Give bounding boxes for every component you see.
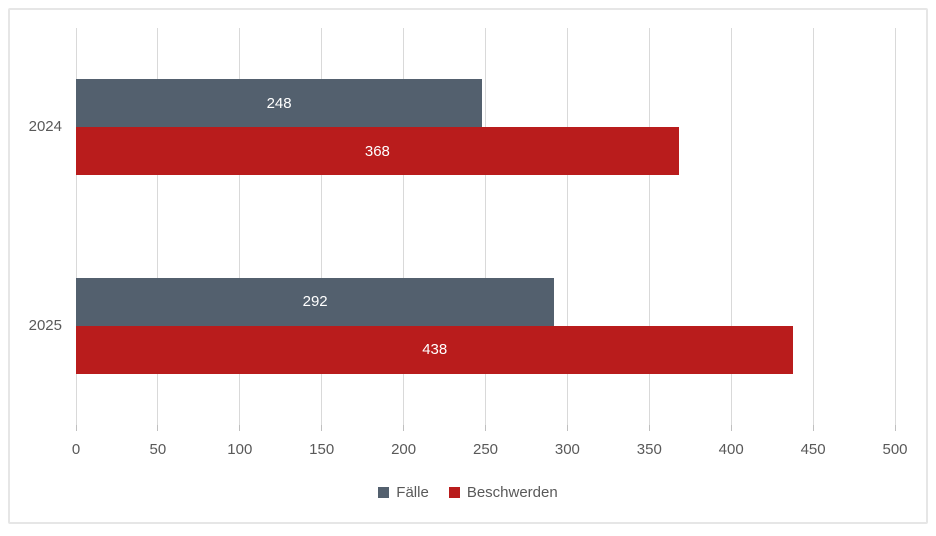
x-tick-mark-50: [157, 425, 159, 431]
x-tick-label-300: 300: [554, 441, 580, 458]
legend-item-beschwerden: Beschwerden: [448, 483, 558, 501]
category-label-2024: 2024: [28, 118, 62, 136]
x-tick-label-250: 250: [472, 441, 499, 458]
x-axis: 0 50 100 150 200 250 300 350 400 450 500: [72, 425, 908, 471]
gridline-x-250: [485, 28, 486, 425]
x-tick-label-400: 400: [718, 441, 744, 458]
legend: Fälle Beschwerden: [10, 480, 926, 504]
bar-2025-beschwerden: 438: [76, 325, 794, 374]
bar-value-label: 368: [364, 142, 390, 160]
bar-value-label: 248: [266, 94, 292, 112]
legend-label: Fälle: [396, 483, 429, 501]
x-tick-mark-300: [566, 425, 568, 431]
legend-swatch-icon: [448, 486, 460, 498]
x-tick-mark-500: [894, 425, 896, 431]
x-tick-label-150: 150: [309, 441, 335, 458]
x-tick-mark-400: [730, 425, 732, 431]
plot-area: 248 368 292 438: [75, 28, 896, 425]
gridline-x-150: [321, 28, 323, 425]
x-tick-mark-450: [812, 425, 814, 431]
gridline-x-300: [566, 28, 568, 425]
bar-2025-fälle: 292: [76, 277, 555, 326]
x-tick-label-500: 500: [882, 441, 908, 458]
gridline-x-400: [730, 28, 732, 425]
gridline-x-0: [75, 28, 77, 425]
x-tick-label-450: 450: [800, 441, 826, 458]
legend-swatch-icon: [378, 486, 390, 498]
x-tick-label-100: 100: [227, 441, 253, 458]
bar-value-label: 292: [302, 293, 328, 311]
x-tick-mark-100: [239, 425, 241, 431]
x-tick-mark-0: [75, 425, 77, 431]
legend-label: Beschwerden: [466, 483, 558, 501]
bar-value-label: 438: [422, 341, 448, 359]
bar-2024-beschwerden: 368: [76, 127, 679, 176]
gridline-x-200: [403, 28, 405, 425]
gridline-x-100: [239, 28, 241, 425]
gridline-x-50: [157, 28, 159, 425]
x-tick-label-0: 0: [71, 441, 81, 458]
x-tick-label-200: 200: [391, 441, 417, 458]
gridline-x-500: [894, 28, 896, 425]
x-tick-mark-150: [321, 425, 323, 431]
x-tick-label-50: 50: [149, 441, 167, 458]
gridline-x-450: [812, 28, 814, 425]
x-tick-label-350: 350: [636, 441, 662, 458]
x-tick-mark-250: [485, 425, 486, 431]
x-tick-mark-200: [403, 425, 405, 431]
gridline-x-350: [648, 28, 650, 425]
bar-2024-fälle: 248: [76, 79, 483, 128]
category-label-2025: 2025: [28, 316, 62, 334]
x-tick-mark-350: [648, 425, 650, 431]
chart-frame: 248 368 292 438 2024 2025 0 50 100 150 200 250 300…: [8, 8, 928, 524]
category-axis: 2024 2025: [10, 28, 76, 425]
legend-item-fälle: Fälle: [378, 485, 429, 500]
